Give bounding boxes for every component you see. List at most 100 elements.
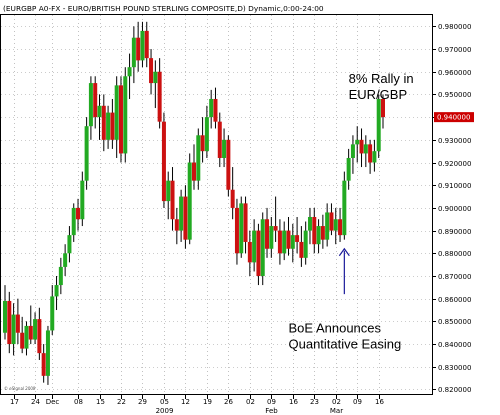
candle: [118, 76, 123, 163]
x-tick-label: 16: [289, 398, 298, 406]
candle-body-down: [230, 189, 235, 208]
candle: [329, 203, 334, 236]
x-tick-label: Feb: [265, 407, 278, 415]
candle-body-down: [286, 230, 291, 249]
candle: [247, 230, 252, 276]
candle-body-up: [372, 151, 377, 163]
annotation-text: 8% Rally in: [349, 71, 414, 86]
candle-body-down: [144, 30, 149, 59]
candle-body-up: [106, 112, 111, 140]
last-price-tag-box: [434, 112, 474, 123]
candle-body-up: [260, 219, 265, 276]
candle: [3, 285, 7, 340]
candle: [110, 98, 115, 149]
candle-body-up: [316, 226, 321, 245]
chart-header: (EURGBP A0-FX - EURO/BRITISH POUND STERL…: [3, 4, 324, 13]
candle: [204, 105, 209, 158]
candle: [312, 207, 317, 254]
candle: [84, 117, 89, 190]
candle-body-down: [265, 219, 270, 249]
candle: [307, 207, 312, 245]
candle: [295, 216, 300, 254]
y-tick-label: 0.870000: [438, 273, 471, 281]
candle: [338, 207, 343, 242]
annotation-text: EUR/GBP: [349, 87, 408, 102]
candle-body-down: [110, 112, 115, 140]
candle-body-up: [196, 135, 201, 181]
x-tick-label: 19: [203, 398, 212, 406]
candle: [269, 216, 274, 258]
annotation-text: BoE Announces: [289, 321, 382, 336]
x-tick-label: 02: [246, 398, 255, 406]
candle: [71, 203, 76, 242]
candle: [54, 275, 59, 311]
x-tick-label: 05: [160, 398, 169, 406]
candle: [252, 219, 257, 272]
candle-body-up: [209, 98, 214, 118]
candle-body-up: [131, 37, 136, 68]
candle: [144, 21, 149, 68]
x-tick-label: 29: [138, 398, 147, 406]
candle-body-up: [3, 300, 7, 333]
x-tick-label: 15: [96, 398, 105, 406]
candle-body-down: [76, 207, 81, 220]
candle: [200, 117, 205, 163]
candle: [88, 76, 93, 140]
candle-body-down: [28, 325, 33, 340]
x-tick-label: Mar: [330, 407, 343, 415]
x-tick-label: 17: [10, 398, 19, 406]
candle: [209, 89, 214, 129]
candle: [170, 167, 175, 231]
candle-body-up: [350, 144, 355, 158]
candle-body-down: [277, 230, 282, 254]
candle: [350, 135, 355, 174]
candle-body-down: [338, 219, 343, 236]
annotation-text: Quantitative Easing: [289, 337, 402, 352]
candle: [277, 219, 282, 265]
candle: [346, 148, 351, 190]
candle-body-down: [381, 98, 385, 118]
candle: [97, 94, 102, 140]
candle: [161, 112, 166, 208]
candle-body-up: [303, 230, 308, 258]
candle-body-up: [63, 253, 68, 267]
candle: [140, 21, 145, 68]
y-tick-label: 0.860000: [438, 296, 471, 304]
candle: [192, 144, 196, 190]
candle: [58, 257, 63, 295]
candle: [174, 207, 179, 245]
candle-body-down: [161, 121, 166, 202]
candle: [28, 305, 33, 345]
candle-body-down: [183, 196, 188, 240]
y-tick-label: 0.900000: [438, 205, 471, 213]
copyright-text: © eSignal 2009: [4, 386, 36, 391]
candle: [33, 312, 38, 345]
x-tick-label: 26: [224, 398, 233, 406]
candle: [101, 94, 106, 152]
candle-body-up: [342, 180, 347, 236]
candle-body-up: [67, 235, 72, 254]
candle: [299, 226, 304, 267]
candle: [45, 325, 50, 385]
candle-body-up: [114, 85, 119, 140]
candle: [15, 298, 20, 345]
candle: [363, 135, 368, 168]
candle: [67, 226, 72, 263]
candle: [80, 171, 85, 227]
candle: [157, 58, 162, 129]
candle: [183, 185, 188, 249]
candle-body-down: [136, 37, 141, 61]
candle-body-down: [15, 314, 20, 333]
candle: [243, 196, 248, 254]
candle: [265, 207, 270, 258]
candle-body-down: [101, 105, 106, 140]
x-tick-label: 02: [332, 398, 341, 406]
candle-body-up: [204, 117, 209, 152]
candle: [37, 307, 42, 360]
candle-body-up: [58, 266, 63, 286]
y-tick-label: 0.980000: [438, 23, 471, 31]
